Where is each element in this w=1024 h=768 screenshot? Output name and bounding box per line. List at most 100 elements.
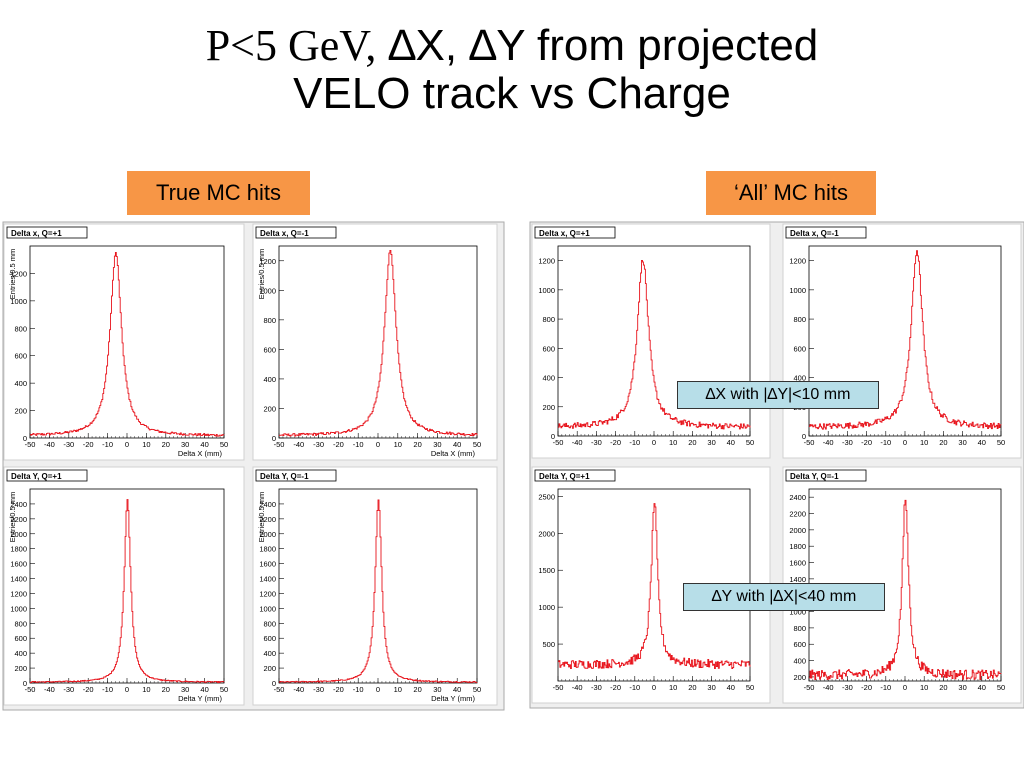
x-tick-label: 50 — [746, 438, 754, 447]
x-tick-label: 0 — [652, 438, 656, 447]
y-tick-label: 1000 — [789, 286, 806, 295]
x-tick-label: 30 — [707, 683, 715, 692]
x-tick-label: 30 — [958, 683, 966, 692]
x-axis-label: Delta Y (mm) — [178, 694, 222, 703]
plot-frame — [278, 488, 478, 684]
y-tick-label: 1200 — [259, 257, 276, 266]
x-tick-label: 10 — [142, 440, 150, 449]
y-tick-label: 1000 — [538, 603, 555, 612]
x-tick-label: -20 — [83, 685, 94, 694]
y-tick-label: 0 — [23, 679, 27, 688]
x-tick-label: 40 — [978, 683, 986, 692]
x-tick-label: 10 — [142, 685, 150, 694]
series-line — [558, 259, 751, 430]
plot-frame — [29, 245, 225, 439]
x-tick-label: 50 — [473, 440, 481, 449]
x-tick-label: -50 — [274, 685, 285, 694]
x-tick-label: -40 — [44, 440, 55, 449]
x-tick-label: 40 — [727, 438, 735, 447]
series-line — [809, 250, 1002, 430]
x-tick-label: -40 — [293, 685, 304, 694]
panel-title-box — [534, 226, 616, 239]
panel-title-box — [534, 469, 616, 482]
y-axis-label: Entries/0.5 mm — [8, 492, 17, 542]
histogram-tl1: Delta x, Q=+1 -50 -40 -30 -20 -10 0 10 20 30 40 50 0… — [3, 223, 245, 461]
x-tick-label: -40 — [293, 440, 304, 449]
x-tick-label: 0 — [903, 683, 907, 692]
y-tick-label: 200 — [14, 407, 27, 416]
x-tick-label: 20 — [413, 440, 421, 449]
panel-title-box — [785, 469, 867, 482]
y-tick-label: 600 — [263, 345, 276, 354]
x-tick-label: 0 — [903, 438, 907, 447]
y-tick-label: 1000 — [10, 604, 27, 613]
x-tick-label: -20 — [333, 685, 344, 694]
x-tick-label: -30 — [313, 685, 324, 694]
x-tick-label: -40 — [823, 438, 834, 447]
y-tick-label: 200 — [14, 664, 27, 673]
y-tick-label: 1000 — [10, 297, 27, 306]
x-tick-label: 10 — [394, 685, 402, 694]
x-tick-label: 20 — [688, 438, 696, 447]
y-tick-label: 0 — [23, 434, 27, 443]
panel-title: Delta x, Q=-1 — [790, 229, 839, 238]
x-tick-label: -30 — [591, 683, 602, 692]
y-tick-label: 1000 — [259, 286, 276, 295]
x-tick-label: -50 — [553, 438, 564, 447]
series-line — [279, 249, 478, 437]
x-tick-label: 10 — [394, 440, 402, 449]
x-tick-label: 30 — [707, 438, 715, 447]
panel-title: Delta Y, Q=+1 — [539, 472, 590, 481]
x-tick-label: -10 — [880, 438, 891, 447]
y-tick-label: 1800 — [789, 542, 806, 551]
x-tick-label: 30 — [181, 440, 189, 449]
y-tick-label: 1600 — [789, 559, 806, 568]
x-tick-label: 10 — [920, 438, 928, 447]
y-tick-label: 600 — [793, 344, 806, 353]
title-part-serif: P<5 GeV, — [205, 21, 377, 70]
x-tick-label: -10 — [102, 440, 113, 449]
x-tick-label: -50 — [25, 685, 36, 694]
y-tick-label: 500 — [542, 640, 555, 649]
plot-frame — [278, 245, 478, 439]
y-tick-label: 200 — [263, 664, 276, 673]
y-tick-label: 2000 — [10, 530, 27, 539]
x-tick-label: -20 — [333, 440, 344, 449]
x-tick-label: 50 — [746, 683, 754, 692]
y-tick-label: 1200 — [10, 269, 27, 278]
x-tick-label: 0 — [652, 683, 656, 692]
x-tick-label: -40 — [823, 683, 834, 692]
x-tick-label: 40 — [200, 440, 208, 449]
y-tick-label: 1400 — [789, 575, 806, 584]
panel-title-box — [255, 469, 337, 482]
dx-cut-note: ∆X with |∆Y|<10 mm — [677, 381, 879, 409]
y-tick-label: 1800 — [259, 545, 276, 554]
x-tick-label: -20 — [861, 438, 872, 447]
y-tick-label: 600 — [14, 352, 27, 361]
x-tick-label: 0 — [125, 440, 129, 449]
x-tick-label: 20 — [939, 683, 947, 692]
x-tick-label: 30 — [958, 438, 966, 447]
plot-frame — [29, 488, 225, 684]
y-tick-label: 400 — [14, 649, 27, 658]
x-tick-label: 40 — [453, 685, 461, 694]
y-tick-label: 400 — [793, 374, 806, 383]
y-tick-label: 2200 — [259, 515, 276, 524]
x-tick-label: 40 — [200, 685, 208, 694]
x-tick-label: -30 — [63, 685, 74, 694]
x-tick-label: -50 — [274, 440, 285, 449]
page-title: P<5 GeV, ∆X, ∆Y from projected VELO trac… — [0, 22, 1024, 118]
x-tick-label: -10 — [629, 438, 640, 447]
x-tick-label: 40 — [978, 438, 986, 447]
x-tick-label: -10 — [102, 685, 113, 694]
y-tick-label: 1000 — [538, 286, 555, 295]
x-tick-label: 0 — [125, 685, 129, 694]
panel-title: Delta x, Q=+1 — [539, 229, 590, 238]
y-tick-label: 200 — [793, 673, 806, 682]
y-tick-label: 600 — [542, 344, 555, 353]
x-tick-label: 0 — [376, 440, 380, 449]
y-tick-label: 400 — [793, 657, 806, 666]
y-tick-label: 400 — [14, 379, 27, 388]
x-tick-label: 10 — [669, 683, 677, 692]
y-axis-label: Entries/0.5 mm — [257, 249, 266, 299]
